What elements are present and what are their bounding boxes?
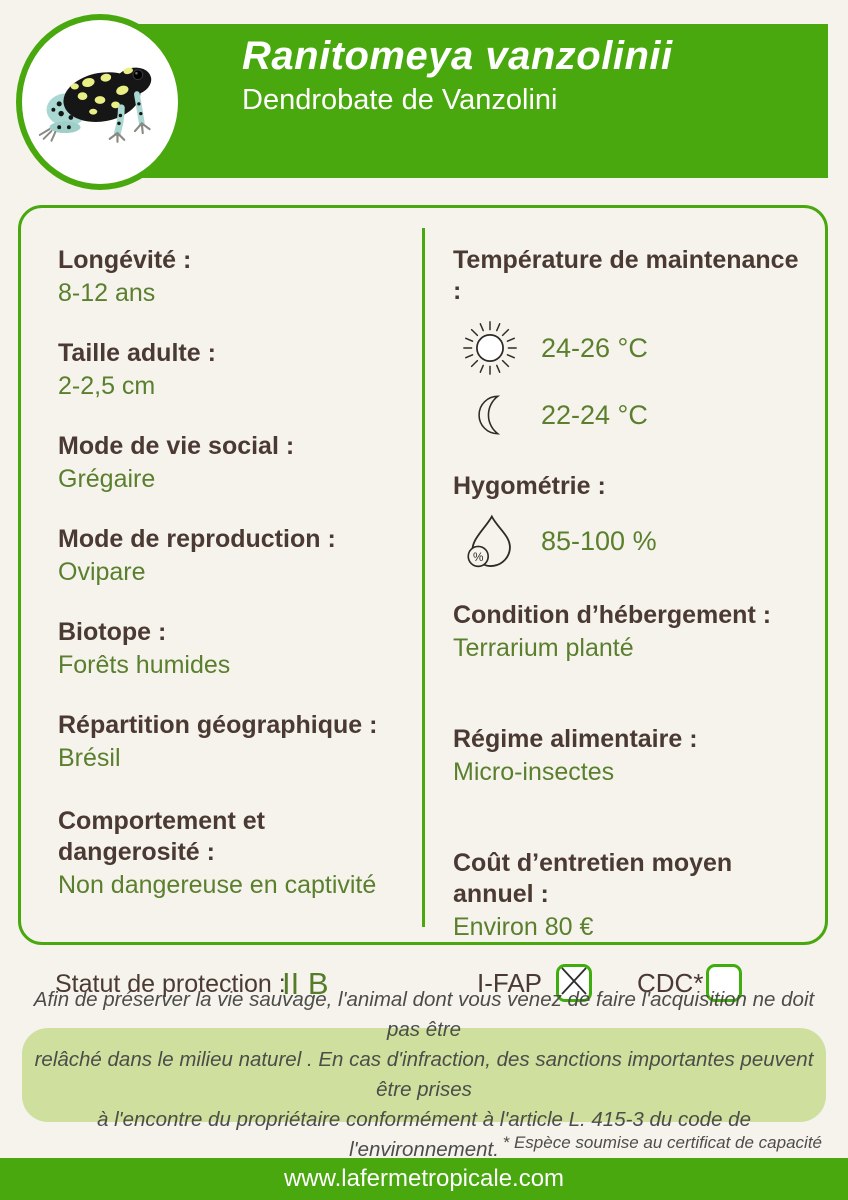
species-title: Ranitomeya vanzolinii <box>242 34 673 78</box>
longevity-label: Longévité : <box>58 246 192 274</box>
capacity-certificate-footnote: * Espèce soumise au certificat de capaci… <box>502 1133 822 1152</box>
housing-label: Condition d’hébergement : <box>453 601 772 629</box>
column-divider <box>422 228 425 927</box>
geography-value: Brésil <box>58 744 121 772</box>
footer-bar: www.lafermetropicale.com <box>0 1158 848 1200</box>
behavior-label: Comportement et dangerosité : <box>58 807 265 866</box>
info-group-cost: Coût d’entretien moyen annuel : Environ … <box>453 848 811 943</box>
left-column: Longévité : 8-12 ans Taille adulte : 2-2… <box>21 208 422 942</box>
disclaimer-box: Afin de préserver la vie sauvage, l'anim… <box>22 988 826 1161</box>
info-group-longevity: Longévité : 8-12 ans <box>58 245 404 309</box>
info-group-biotope: Biotope : Forêts humides <box>58 617 404 681</box>
reproduction-label: Mode de reproduction : <box>58 525 336 553</box>
ifap-label: I-FAP <box>477 968 543 998</box>
protection-row: Statut de protection : II B I-FAP CDC* <box>18 962 830 1006</box>
adult-size-value: 2-2,5 cm <box>58 372 156 400</box>
behavior-value: Non dangereuse en captivité <box>58 871 377 899</box>
cost-value: Environ 80 € <box>453 913 594 941</box>
species-photo-circle <box>16 14 184 190</box>
moon-icon <box>457 389 523 441</box>
biotope-label: Biotope : <box>58 618 167 646</box>
housing-value: Terrarium planté <box>453 634 634 662</box>
info-group-housing: Condition d’hébergement : Terrarium plan… <box>453 600 811 664</box>
hygrometry-row: % 85-100 % <box>457 512 811 570</box>
disclaimer-line-2: relâché dans le milieu naturel . En cas … <box>34 1048 814 1101</box>
night-temperature-value: 22-24 °C <box>541 399 648 430</box>
diet-label: Régime alimentaire : <box>453 725 698 753</box>
longevity-value: 8-12 ans <box>58 279 156 307</box>
protection-status-label: Statut de protection : <box>55 970 286 998</box>
diet-value: Micro-insectes <box>453 758 615 786</box>
checked-x-icon <box>560 966 588 1001</box>
info-group-behavior: Comportement et dangerosité : Non danger… <box>58 806 404 901</box>
right-column: Température de maintenance : <box>425 208 825 942</box>
species-subtitle: Dendrobate de Vanzolini <box>242 84 558 116</box>
disclaimer-line-1: Afin de préserver la vie sauvage, l'anim… <box>33 988 815 1041</box>
sun-icon <box>457 317 523 379</box>
info-group-social-mode: Mode de vie social : Grégaire <box>58 431 404 495</box>
night-temperature-row: 22-24 °C <box>457 389 811 441</box>
social-mode-label: Mode de vie social : <box>58 432 295 460</box>
cdc-checkbox[interactable] <box>706 964 742 1002</box>
frog-photo <box>32 50 168 155</box>
protection-status-value: II B <box>282 966 329 1001</box>
cost-label: Coût d’entretien moyen annuel : <box>453 849 733 908</box>
hygrometry-value: 85-100 % <box>541 525 657 556</box>
info-group-reproduction: Mode de reproduction : Ovipare <box>58 524 404 588</box>
header-bar: Ranitomeya vanzolinii Dendrobate de Vanz… <box>90 24 828 178</box>
biotope-value: Forêts humides <box>58 651 231 679</box>
hygrometry-label: Hygométrie : <box>453 472 606 500</box>
info-group-geography: Répartition géographique : Brésil <box>58 710 404 774</box>
cdc-label: CDC* <box>637 968 704 998</box>
info-group-adult-size: Taille adulte : 2-2,5 cm <box>58 338 404 402</box>
disclaimer-line-3: à l'encontre du propriétaire conformémen… <box>97 1108 751 1161</box>
svg-text:%: % <box>473 551 484 564</box>
day-temperature-value: 24-26 °C <box>541 332 648 363</box>
website-link[interactable]: www.lafermetropicale.com <box>283 1165 565 1192</box>
info-card: Longévité : 8-12 ans Taille adulte : 2-2… <box>18 205 828 945</box>
adult-size-label: Taille adulte : <box>58 339 216 367</box>
humidity-drop-icon: % <box>457 512 523 570</box>
temperature-label: Température de maintenance : <box>453 246 799 305</box>
reproduction-value: Ovipare <box>58 558 146 586</box>
day-temperature-row: 24-26 °C <box>457 317 811 379</box>
ifap-checkbox[interactable] <box>556 964 592 1002</box>
social-mode-value: Grégaire <box>58 465 156 493</box>
geography-label: Répartition géographique : <box>58 711 378 739</box>
info-group-diet: Régime alimentaire : Micro-insectes <box>453 724 811 788</box>
